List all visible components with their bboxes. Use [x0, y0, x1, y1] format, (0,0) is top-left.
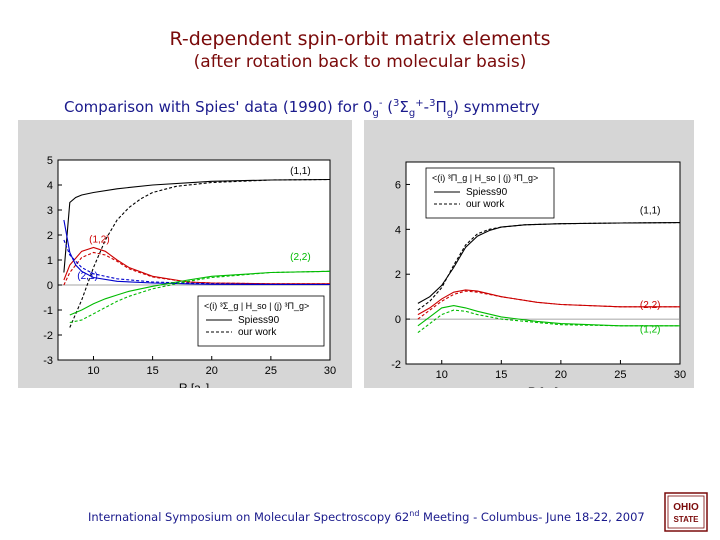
left-legend-entry: our work — [238, 327, 277, 338]
left-xtick-label: 15 — [146, 365, 158, 377]
right-legend-entry: Spiess90 — [466, 187, 508, 198]
right-xtick-label: 30 — [674, 369, 686, 381]
left-xtick-label: 10 — [87, 365, 99, 377]
left-legend-box — [197, 295, 325, 347]
caption-pi: Π — [435, 98, 447, 116]
left-annotation: (2,2) — [290, 252, 311, 263]
left-annotation: (1,2) — [89, 235, 110, 246]
right-legend-box — [425, 167, 555, 219]
caption-g-sub3: g — [446, 108, 454, 119]
caption-sup3a: 3 — [393, 98, 400, 109]
right-series-12-dashed — [417, 309, 680, 334]
footer-after: Meeting - Columbus- June 18-22, 2007 — [419, 509, 645, 524]
footer-before: International Symposium on Molecular Spe… — [88, 509, 410, 524]
left-chart-svg: 10 15 20 25 30 -3 -2 -1 0 1 2 3 4 5 R [a₀] (1,1) (1,2) (2… — [43, 155, 336, 395]
left-chart-panel: 10 15 20 25 30 -3 -2 -1 0 1 2 3 4 5 R [a₀] (1,1) (1,2) (2… — [18, 120, 352, 395]
right-ytick-label: 2 — [395, 269, 401, 281]
caption-dash: - — [423, 98, 430, 116]
left-series-11-dashed — [69, 178, 331, 328]
caption-sup3b: 3 — [429, 98, 436, 109]
right-series-22-dashed — [417, 290, 680, 320]
left-ytick-label: 4 — [47, 180, 53, 192]
slide-subtitle: (after rotation back to molecular basis) — [193, 52, 527, 72]
left-legend-entry: Spiess90 — [238, 315, 280, 326]
left-annotation: (1,1) — [290, 166, 311, 177]
right-ytick-label: 0 — [395, 314, 401, 326]
caption-close: ) symmetry — [453, 98, 540, 116]
left-ytick-label: -3 — [43, 355, 53, 367]
right-ytick-label: 4 — [395, 224, 401, 236]
right-annotation: (2,2) — [640, 300, 661, 311]
left-xtick-label: 25 — [265, 365, 277, 377]
caption-plus-sup: + — [415, 98, 424, 109]
comparison-caption: Comparison with Spies' data (1990) for 0… — [64, 98, 540, 119]
left-series-12-solid — [63, 246, 330, 285]
left-ytick-label: 2 — [47, 230, 53, 242]
left-xtick-label: 30 — [324, 365, 336, 377]
left-ytick-label: -1 — [43, 305, 53, 317]
left-ytick-label: 0 — [47, 280, 53, 292]
right-chart-panel: 10 15 20 25 30 -2 0 2 4 6 R [a₀] (1,1) (2,2) (1,2) <(i… — [364, 120, 694, 399]
svg-text:STATE: STATE — [673, 515, 699, 524]
left-legend-header: <(i) ³Σ_g | H_so | (j) ³Π_g> — [204, 301, 309, 311]
left-xtick-label: 20 — [206, 365, 218, 377]
caption-g-sub: g — [372, 108, 379, 119]
left-ytick-label: -2 — [43, 330, 53, 342]
ohio-state-logo: OHIO STATE — [664, 492, 708, 532]
caption-open: ( — [382, 98, 394, 116]
right-annotation: (1,2) — [640, 325, 661, 336]
left-series-21-dashed — [63, 239, 331, 286]
right-xtick-label: 10 — [436, 369, 448, 381]
right-ytick-label: 6 — [395, 179, 401, 191]
slide-title: R-dependent spin-orbit matrix elements — [169, 28, 551, 50]
right-chart-svg: 10 15 20 25 30 -2 0 2 4 6 R [a₀] (1,1) (2,2) (1,2) <(i… — [391, 161, 686, 399]
caption-sigma: Σ — [399, 98, 409, 116]
right-legend-entry: our work — [466, 199, 505, 210]
right-series-11-dashed — [417, 222, 681, 311]
left-x-axis-label: R [a₀] — [179, 381, 209, 388]
right-series-12-solid — [417, 305, 680, 327]
caption-prefix: Comparison with Spies' data (1990) for 0 — [64, 98, 373, 116]
right-x-axis-label: R [a₀] — [528, 385, 558, 388]
caption-g-sub2: g — [408, 108, 416, 119]
right-ytick-label: -2 — [391, 359, 401, 371]
footer-sup: nd — [409, 509, 420, 518]
left-series-22-dashed — [69, 270, 331, 324]
right-xtick-label: 25 — [614, 369, 626, 381]
caption-minus-sup: - — [378, 98, 383, 109]
left-series-11-solid — [63, 178, 331, 273]
right-xtick-label: 15 — [495, 369, 507, 381]
right-xtick-label: 20 — [555, 369, 567, 381]
left-ytick-label: 1 — [47, 255, 53, 267]
right-legend-header: <(i) ³Π_g | H_so | (j) ³Π_g> — [432, 173, 538, 183]
footer-text: International Symposium on Molecular Spe… — [88, 509, 645, 524]
left-ytick-label: 5 — [47, 155, 53, 167]
left-annotation: (2,1) — [77, 271, 98, 282]
left-ytick-label: 3 — [47, 205, 53, 217]
svg-text:OHIO: OHIO — [673, 502, 699, 513]
left-series-22-solid — [69, 270, 331, 316]
right-annotation: (1,1) — [640, 206, 661, 217]
